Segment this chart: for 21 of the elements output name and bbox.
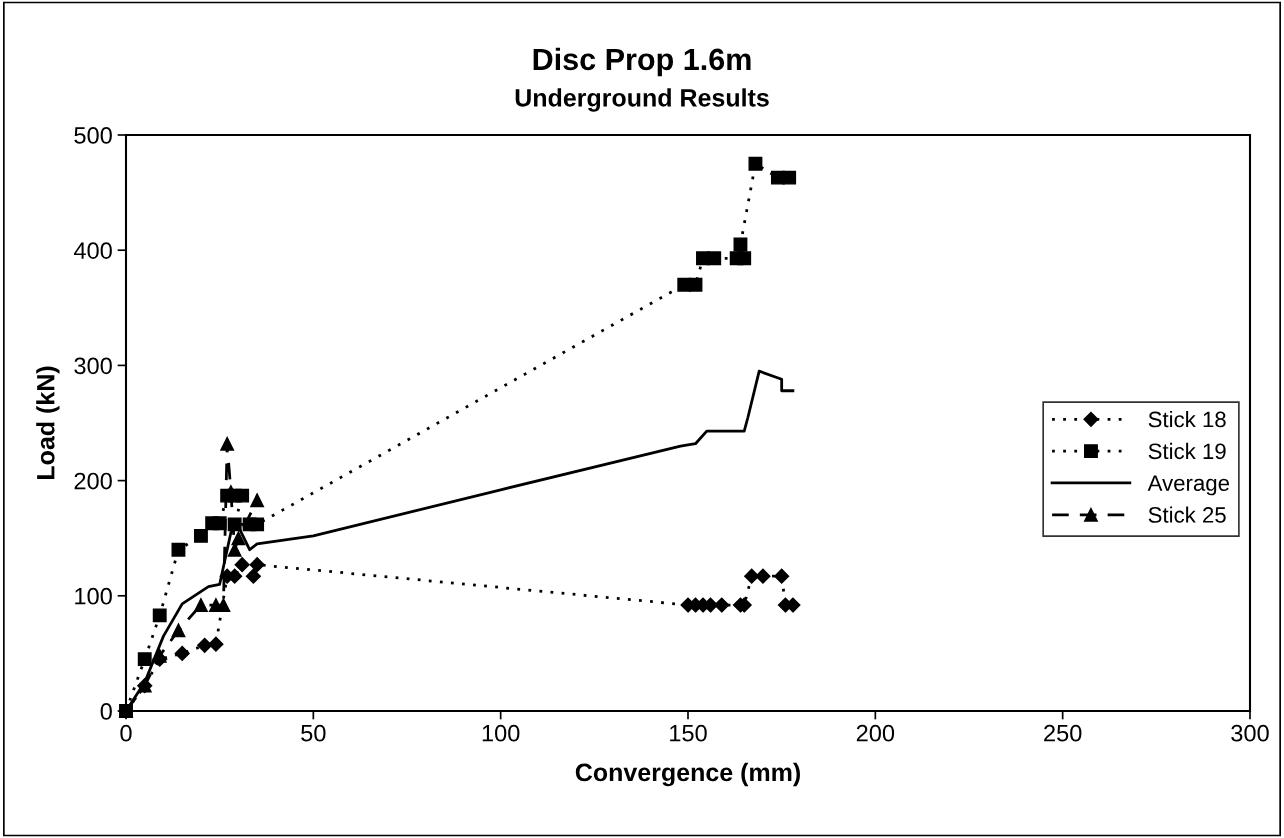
legend-label: Stick 19 (1148, 442, 1226, 460)
chart-title: Disc Prop 1.6m (533, 47, 751, 77)
chart-subtitle: Underground Results (515, 88, 769, 112)
x-tick-label: 150 (670, 724, 707, 742)
y-tick-label: 400 (73, 242, 112, 259)
x-tick-label: 200 (856, 724, 895, 742)
y-tick-label: 100 (75, 587, 112, 605)
x-tick-label: 250 (1044, 724, 1082, 742)
x-tick-label: 0 (120, 724, 132, 742)
y-tick-label: 0 (100, 703, 112, 720)
x-axis-title: Convergence (mm) (575, 762, 800, 787)
y-axis-title: Load (kN) (36, 366, 60, 479)
y-tick-label: 200 (74, 472, 112, 490)
y-tick-label: 300 (74, 357, 112, 375)
x-tick-label: 300 (1231, 724, 1269, 742)
legend-label: Average (1147, 475, 1230, 496)
legend-label: Stick 18 (1148, 410, 1226, 428)
x-tick-label: 100 (482, 724, 520, 742)
x-tick-label: 50 (301, 724, 326, 742)
legend-label: Stick 25 (1148, 506, 1226, 523)
y-tick-label: 500 (74, 127, 112, 144)
